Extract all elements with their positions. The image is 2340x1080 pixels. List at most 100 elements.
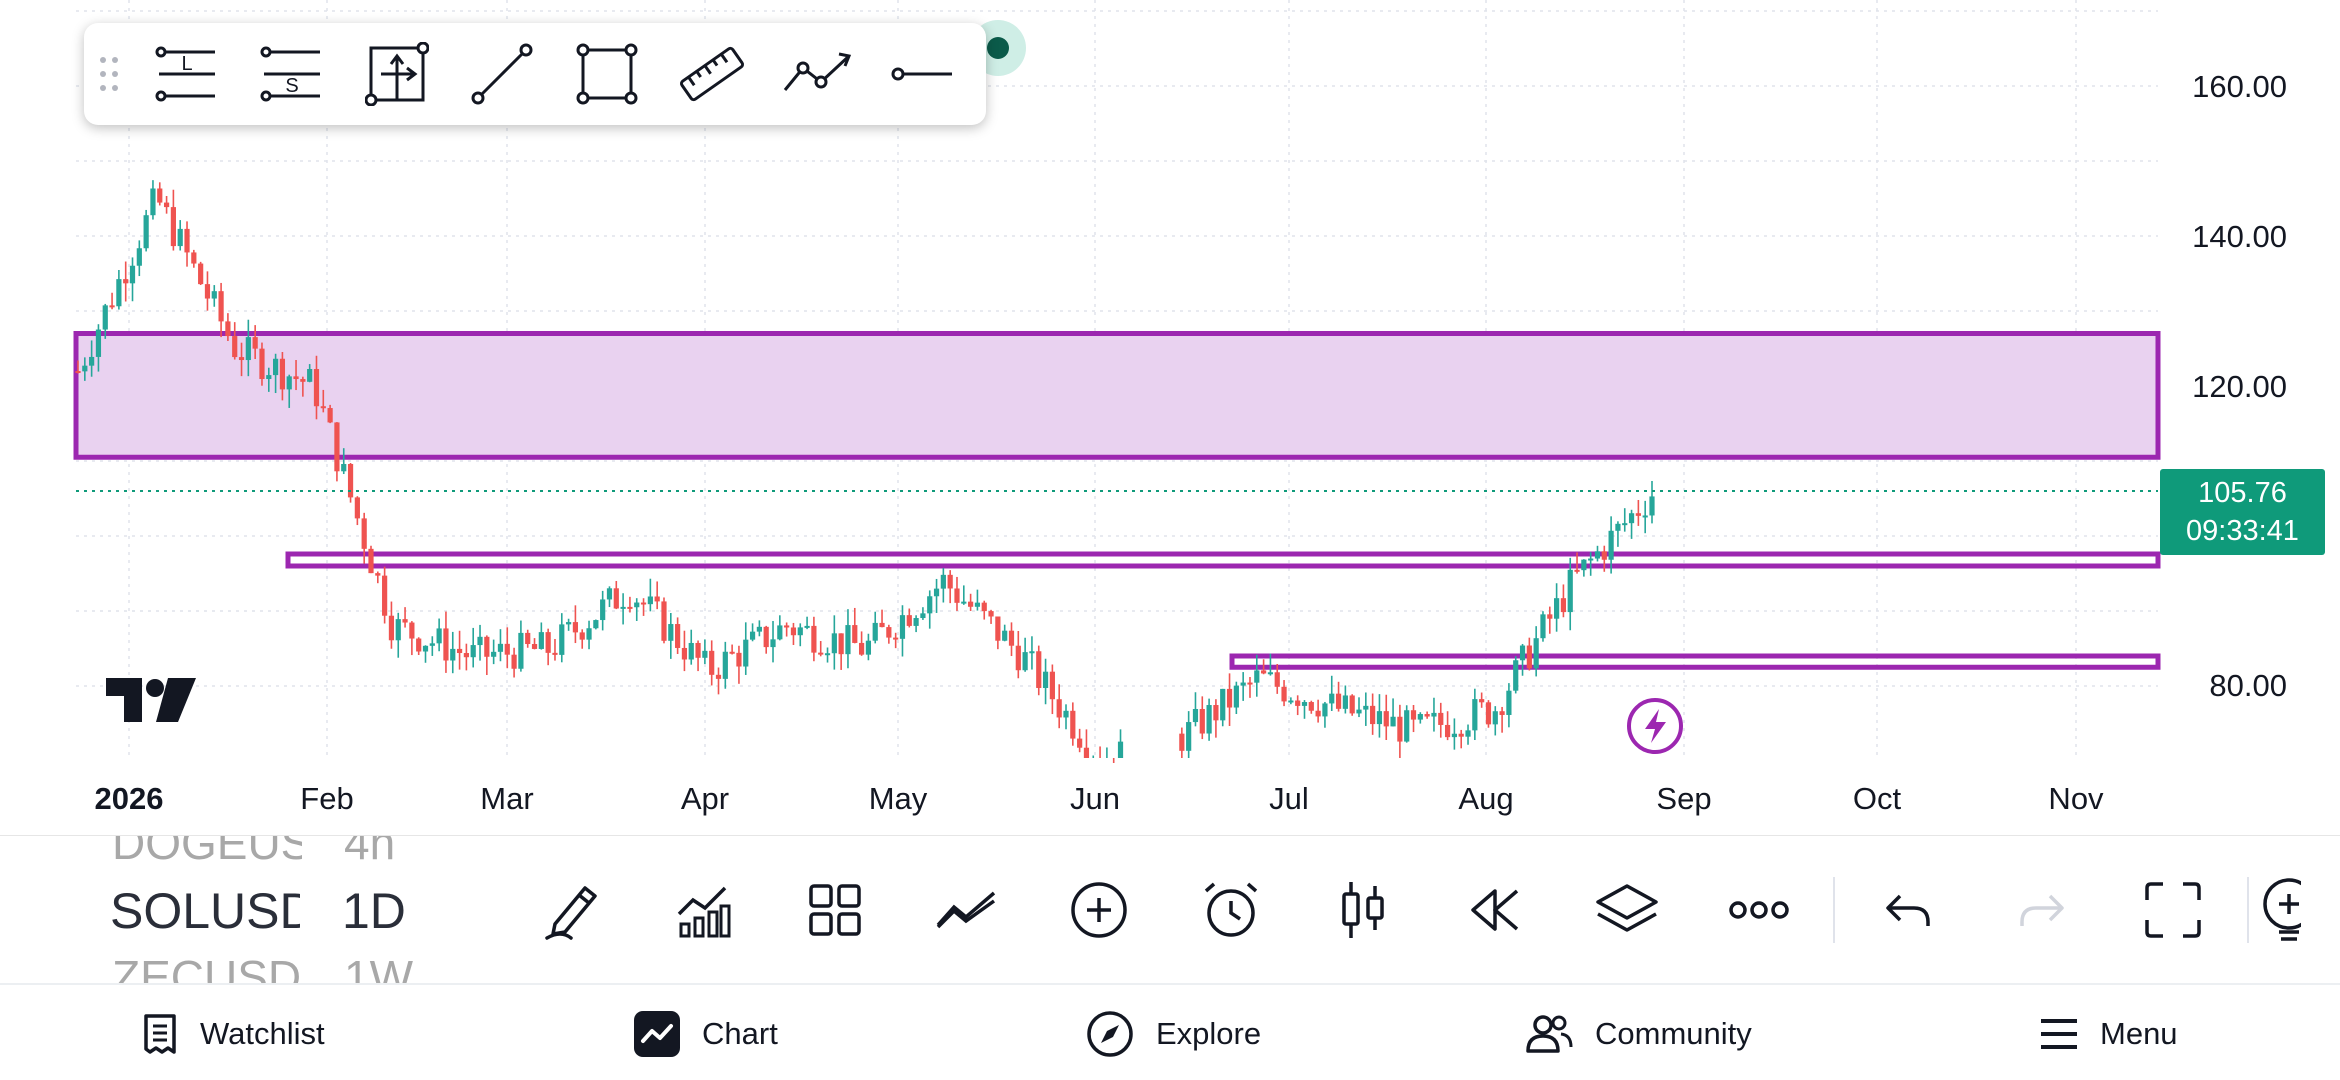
candle: [818, 641, 824, 657]
candle: [559, 613, 565, 663]
fullscreen-button[interactable]: [2107, 860, 2239, 960]
candle-body: [1601, 551, 1607, 560]
candle: [695, 640, 701, 672]
symbol-row-next[interactable]: ZECUSD 1W: [112, 950, 413, 984]
add-button[interactable]: [1033, 860, 1165, 960]
candle: [368, 545, 374, 574]
candle-body: [606, 588, 613, 600]
candle: [1002, 624, 1008, 642]
nav-explore[interactable]: Explore: [1086, 985, 1261, 1080]
zone-rect: [1229, 653, 2161, 670]
bolt-icon[interactable]: [1626, 697, 1684, 755]
candle-body: [736, 652, 742, 667]
nav-watchlist[interactable]: Watchlist: [142, 985, 325, 1080]
candle-body: [1070, 710, 1076, 739]
candle-body: [906, 615, 912, 626]
horizontal-ray-button[interactable]: [869, 23, 974, 125]
candle-body: [279, 358, 286, 390]
candle-body: [899, 615, 906, 639]
chart-type-icon: [1342, 882, 1384, 938]
candle: [552, 638, 558, 661]
ruler-button[interactable]: [659, 23, 764, 125]
candle: [906, 608, 912, 628]
chart-zones: [73, 331, 2161, 670]
candle: [129, 257, 136, 302]
candle: [988, 609, 994, 624]
more-button[interactable]: [1693, 860, 1825, 960]
candle-body: [334, 422, 340, 472]
candle: [1301, 700, 1308, 719]
candle: [933, 578, 940, 613]
drawing-button[interactable]: [505, 860, 637, 960]
undo-icon: [1886, 894, 1930, 926]
candle: [177, 220, 183, 251]
chart-area[interactable]: 160.00 140.00 120.00 80.00 105.76 09:33:…: [0, 0, 2340, 835]
templates-button[interactable]: [769, 860, 901, 960]
undo-button[interactable]: [1843, 860, 1975, 960]
rectangle-button[interactable]: [554, 23, 659, 125]
candle-body: [1485, 702, 1492, 725]
trend-line-button[interactable]: [449, 23, 554, 125]
candle: [600, 590, 606, 631]
candle-body: [1315, 710, 1321, 717]
candle: [429, 636, 435, 656]
alert-icon: [1204, 882, 1258, 937]
candle-body: [1465, 730, 1471, 737]
candle: [450, 631, 456, 674]
alert-button[interactable]: [1165, 860, 1297, 960]
short-position-button[interactable]: S: [239, 23, 344, 125]
layers-button[interactable]: [1561, 860, 1693, 960]
candle-body: [545, 632, 551, 653]
candle-body: [82, 365, 88, 372]
nav-community[interactable]: Community: [1525, 985, 1752, 1080]
symbol-row-prev[interactable]: DOGEUSD 4h: [112, 836, 395, 870]
candle: [634, 598, 640, 621]
candle-body: [361, 518, 367, 549]
candle: [1472, 688, 1478, 741]
candle: [123, 261, 129, 302]
candle: [1288, 697, 1294, 705]
candle-body: [1015, 645, 1021, 671]
candle-body: [586, 628, 592, 640]
candle: [1315, 699, 1321, 723]
fullscreen-icon: [2145, 882, 2201, 938]
candle: [1349, 694, 1355, 716]
candle: [1363, 692, 1369, 726]
candle-body: [729, 651, 735, 654]
candle-body: [954, 588, 960, 603]
indicators-button[interactable]: [637, 860, 769, 960]
candle-body: [191, 252, 197, 264]
candle-body: [756, 626, 762, 632]
compare-button[interactable]: [901, 860, 1033, 960]
path-button[interactable]: [764, 23, 869, 125]
nav-menu[interactable]: Menu: [2040, 985, 2178, 1080]
drag-handle-icon[interactable]: [84, 23, 134, 125]
last-price-value: 105.76: [2198, 477, 2287, 509]
candle-body: [1220, 688, 1226, 721]
projection-button[interactable]: [344, 23, 449, 125]
chart-type-button[interactable]: [1297, 860, 1429, 960]
long-position-button[interactable]: L: [134, 23, 239, 125]
candle: [232, 322, 238, 360]
candle: [1261, 659, 1267, 675]
candle-body: [1438, 712, 1444, 725]
redo-button[interactable]: [1975, 860, 2107, 960]
replay-button[interactable]: [1429, 860, 1561, 960]
chart-tools-bar: DOGEUSD 4h SOLUSD 1D ZECUSD 1W: [0, 835, 2340, 984]
candle-body: [893, 637, 899, 640]
projection-icon: [364, 42, 429, 106]
symbol-picker[interactable]: DOGEUSD 4h SOLUSD 1D ZECUSD 1W: [76, 836, 496, 984]
candle-body: [443, 628, 449, 661]
candle-body: [1295, 700, 1301, 706]
price-chart[interactable]: [0, 0, 2340, 835]
candle-body: [1261, 670, 1267, 674]
candle: [1438, 702, 1444, 738]
nav-chart[interactable]: Chart: [634, 985, 778, 1080]
layers-icon: [1596, 884, 1658, 932]
ideas-button[interactable]: [2257, 860, 2327, 960]
candle: [1554, 583, 1560, 632]
candle-body: [1308, 702, 1314, 711]
symbol-row-current[interactable]: SOLUSD 1D: [110, 882, 406, 940]
candle-body: [211, 291, 217, 299]
candle-body: [1342, 695, 1348, 709]
